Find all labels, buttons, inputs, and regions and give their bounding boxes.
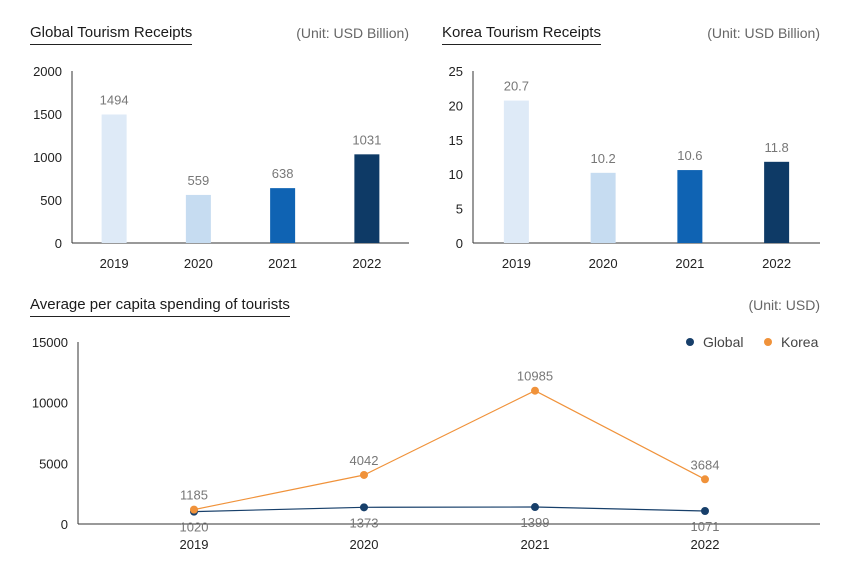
korea-bar-2019 [503,100,529,243]
global-value-label: 638 [272,166,294,181]
global-value-label: 559 [188,173,210,188]
spending-ytick-label: 0 [61,517,68,532]
korea-bar-2021 [677,170,703,243]
spending-data-label-korea: 1185 [180,488,208,503]
spending-chart-unit: (Unit: USD) [748,297,820,313]
global-ytick-label: 2000 [33,64,62,79]
global-value-label: 1494 [100,93,129,108]
korea-ytick-label: 10 [449,167,463,182]
spending-xtick-label: 2022 [691,537,720,552]
global-xtick-label: 2022 [352,256,381,271]
spending-data-label-global: 1373 [350,515,379,530]
korea-ytick-label: 15 [449,133,463,148]
spending-ytick-label: 5000 [39,456,68,471]
spending-point-global [360,503,368,512]
korea-value-label: 11.8 [764,140,788,155]
spending-data-label-global: 1399 [521,515,550,530]
spending-point-korea [190,505,198,514]
spending-xtick-label: 2020 [350,537,379,552]
global-xtick-label: 2021 [268,256,297,271]
spending-xtick-label: 2019 [180,537,209,552]
spending-data-label-korea: 3684 [691,457,720,472]
spending-data-label-global: 1020 [180,520,209,535]
spending-point-korea [531,386,539,395]
korea-xtick-label: 2022 [762,256,791,271]
global-bar-2020 [185,194,211,243]
global-value-label: 1031 [352,132,381,147]
korea-xtick-label: 2020 [589,256,618,271]
spending-ytick-label: 10000 [32,396,68,411]
global-bar-2022 [354,154,380,243]
spending-point-korea [701,475,709,484]
korea-xtick-label: 2021 [675,256,704,271]
legend-label-global: Global [703,334,743,350]
spending-data-label-korea: 4042 [350,453,379,468]
korea-ytick-label: 20 [449,98,463,113]
global-ytick-label: 1000 [33,150,62,165]
spending-point-korea [360,470,368,479]
spending-line-global [193,506,706,513]
korea-chart-unit: (Unit: USD Billion) [707,25,820,41]
global-bar-2021 [270,188,296,243]
spending-data-label-korea: 10985 [517,369,553,384]
spending-xtick-label: 2021 [521,537,550,552]
korea-ytick-label: 25 [449,64,463,79]
spending-chart-title: Average per capita spending of tourists [30,296,290,317]
korea-value-label: 10.6 [677,148,702,163]
korea-ytick-label: 0 [456,236,463,251]
korea-value-label: 10.2 [590,151,615,166]
korea-ytick-label: 5 [456,202,463,217]
korea-bar-2020 [590,172,616,243]
spending-ytick-label: 15000 [32,335,68,350]
korea-xtick-label: 2019 [502,256,531,271]
global-ytick-label: 0 [55,236,62,251]
legend-marker-global [686,338,694,346]
global-ytick-label: 1500 [33,107,62,122]
global-chart-unit: (Unit: USD Billion) [296,25,409,41]
korea-value-label: 20.7 [504,79,529,94]
legend-label-korea: Korea [781,334,819,350]
spending-line-korea [193,390,706,511]
global-chart-title: Global Tourism Receipts [30,24,193,45]
spending-point-global [701,507,709,516]
global-ytick-label: 500 [40,193,62,208]
korea-bar-2022 [764,161,790,243]
korea-chart-title: Korea Tourism Receipts [442,24,601,45]
global-xtick-label: 2020 [184,256,213,271]
global-bar-2019 [101,114,127,244]
spending-data-label-global: 1071 [691,519,720,534]
legend-marker-korea [764,338,772,346]
global-xtick-label: 2019 [100,256,129,271]
spending-point-global [531,503,539,512]
